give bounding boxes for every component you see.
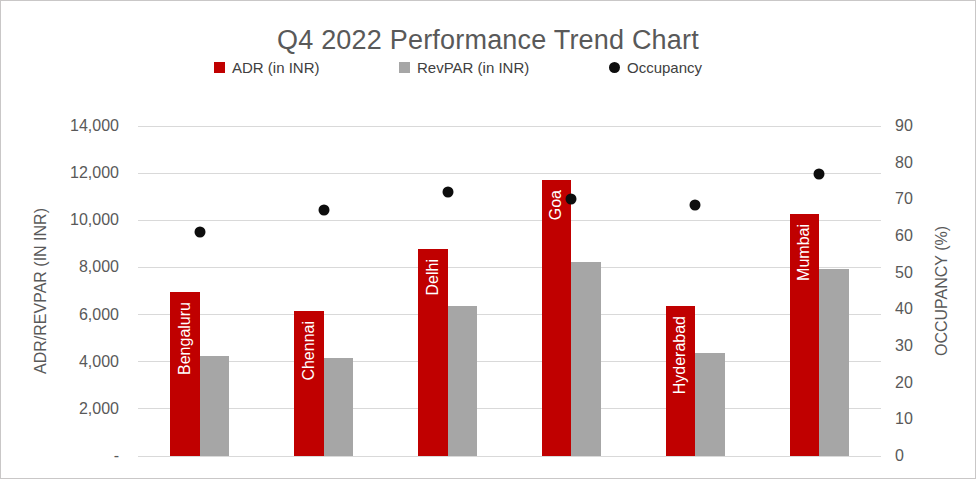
right-axis-tick-label: 40 (895, 299, 955, 319)
occupancy-dot-hyderabad (690, 199, 701, 210)
category-label-bengaluru: Bengaluru (176, 302, 194, 375)
revpar-bar-hyderabad (695, 353, 725, 456)
occupancy-dot-chennai (318, 205, 329, 216)
revpar-bar-delhi (448, 306, 478, 456)
adr-bar-goa (542, 180, 572, 456)
left-axis-tick-label: 2,000 (37, 399, 119, 419)
gridline (138, 408, 881, 409)
chart-title: Q4 2022 Performance Trend Chart (1, 25, 975, 56)
revpar-bar-chennai (324, 358, 354, 456)
occupancy-dot-delhi (442, 187, 453, 198)
gridline (138, 220, 881, 221)
occupancy-circle-icon (609, 62, 620, 73)
gridline (138, 267, 881, 268)
legend-item-adr: ADR (in INR) (214, 58, 320, 76)
occupancy-dot-bengaluru (194, 227, 205, 238)
occupancy-dot-goa (566, 194, 577, 205)
category-label-mumbai: Mumbai (795, 224, 813, 281)
category-label-goa: Goa (547, 190, 565, 220)
gridline (138, 173, 881, 174)
legend-label-occupancy: Occupancy (627, 59, 702, 76)
gridline (138, 314, 881, 315)
right-axis-tick-label: 20 (895, 373, 955, 393)
right-axis-tick-label: 10 (895, 409, 955, 429)
legend-label-revpar: RevPAR (in INR) (417, 59, 529, 76)
chart-legend: ADR (in INR) RevPAR (in INR) Occupancy (1, 58, 975, 78)
category-label-hyderabad: Hyderabad (671, 316, 689, 394)
left-axis-tick-label: 12,000 (37, 163, 119, 183)
adr-square-icon (214, 62, 225, 73)
legend-item-revpar: RevPAR (in INR) (399, 58, 529, 76)
left-axis-tick-label: 14,000 (37, 116, 119, 136)
left-axis-tick-label: 4,000 (37, 352, 119, 372)
gridline (138, 126, 881, 127)
revpar-bar-mumbai (819, 269, 849, 456)
legend-label-adr: ADR (in INR) (232, 59, 320, 76)
left-axis-tick-label: 8,000 (37, 257, 119, 277)
revpar-square-icon (399, 62, 410, 73)
right-axis-tick-label: 30 (895, 336, 955, 356)
left-axis-tick-label: 10,000 (37, 210, 119, 230)
plot-area: Bengaluru Chennai Delhi Goa Hyderabad Mumbai (138, 126, 881, 456)
gridline (138, 361, 881, 362)
revpar-bar-bengaluru (200, 356, 230, 456)
left-axis-tick-label: 6,000 (37, 305, 119, 325)
right-axis-tick-label: 90 (895, 116, 955, 136)
category-label-delhi: Delhi (424, 259, 442, 295)
right-axis-tick-label: 0 (895, 446, 955, 466)
category-label-chennai: Chennai (300, 321, 318, 381)
performance-trend-chart: Q4 2022 Performance Trend Chart ADR (in … (0, 0, 976, 479)
right-axis-tick-label: 60 (895, 226, 955, 246)
right-axis-tick-label: 50 (895, 263, 955, 283)
right-axis-tick-label: 80 (895, 153, 955, 173)
gridline (138, 456, 881, 457)
revpar-bar-goa (571, 262, 601, 456)
left-axis-title: ADR/REVPAR (IN INR) (32, 208, 50, 374)
right-axis-tick-label: 70 (895, 189, 955, 209)
left-axis-tick-label: - (37, 446, 119, 466)
occupancy-dot-mumbai (814, 168, 825, 179)
legend-item-occupancy: Occupancy (609, 58, 702, 76)
